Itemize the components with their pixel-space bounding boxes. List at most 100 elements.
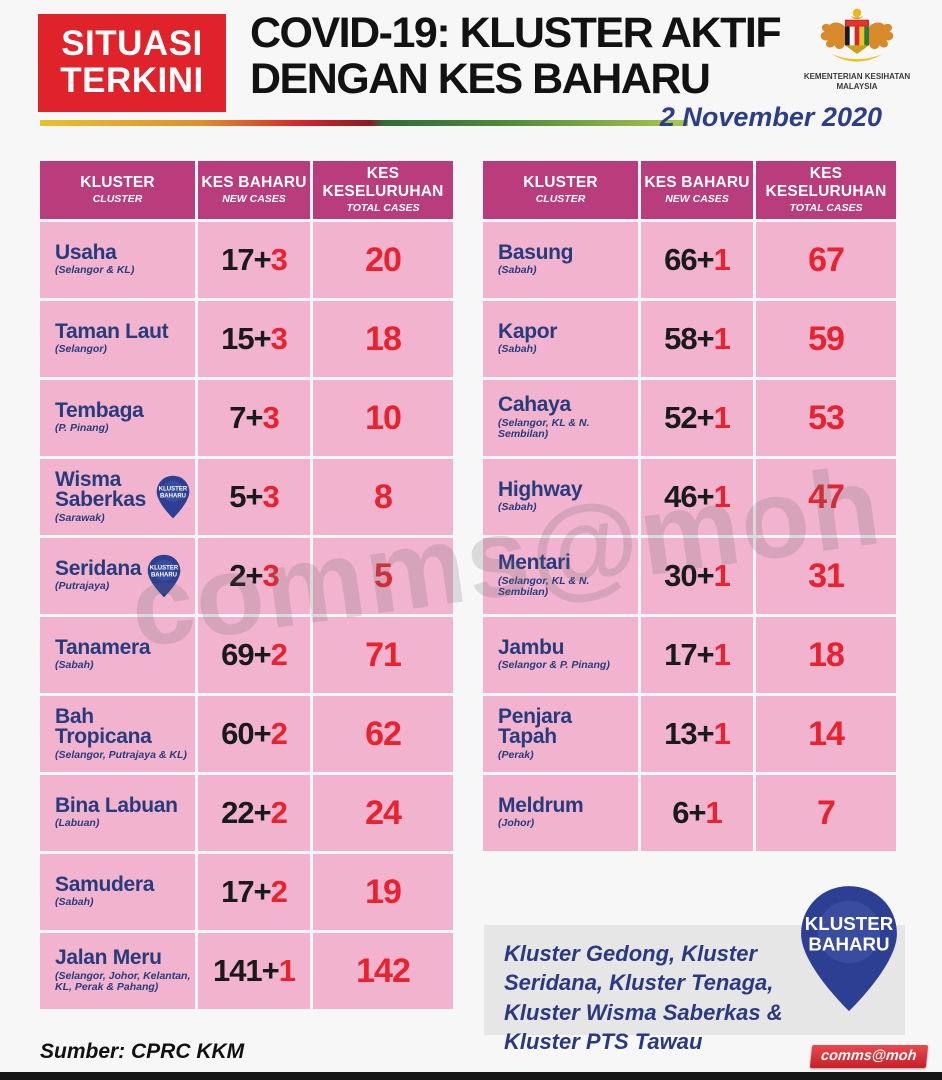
column-header-kes-baharu: KES BAHARU NEW CASES	[641, 161, 753, 219]
new-cases-value: 1	[713, 400, 731, 435]
previous-cases-value: 15+	[221, 321, 272, 356]
new-cases-cell: 5+3	[198, 459, 310, 535]
cluster-location: (Selangor)	[55, 343, 107, 356]
column-header-kes-keseluruhan: KES KESELURUHAN TOTAL CASES	[756, 161, 896, 219]
new-cases-value: 1	[713, 479, 731, 514]
svg-text:KLUSTER: KLUSTER	[159, 487, 188, 493]
new-cases-value: 1	[713, 558, 731, 593]
cluster-row: Cahaya (Selangor, KL & N. Sembilan) 52+1 53	[483, 380, 896, 456]
new-cases-value: 1	[713, 716, 731, 751]
total-cases-cell: 14	[756, 696, 896, 772]
cluster-name: Highway	[498, 477, 583, 501]
cluster-location: (Johor)	[498, 817, 535, 830]
previous-cases-value: 60+	[221, 716, 272, 751]
cluster-cell: Wisma Saberkas (Sarawak) KLUSTER BAHARU	[40, 459, 195, 535]
total-cases-cell: 24	[313, 775, 453, 851]
cluster-row: Usaha (Selangor & KL) 17+3 20	[40, 222, 453, 298]
malaysia-coat-of-arms-icon	[820, 8, 894, 62]
cluster-cell: Jalan Meru (Selangor, Johor, Kelantan, KL…	[40, 933, 195, 1009]
column-header-kes-keseluruhan: KES KESELURUHAN TOTAL CASES	[313, 161, 453, 219]
cluster-name: Seridana	[55, 556, 142, 580]
total-cases-cell: 53	[756, 380, 896, 456]
total-cases-cell: 18	[313, 301, 453, 377]
cluster-cell: Tembaga (P. Pinang)	[40, 380, 195, 456]
cluster-cell: Jambu (Selangor & P. Pinang)	[483, 617, 638, 693]
total-cases-cell: 71	[313, 617, 453, 693]
cluster-row: Jalan Meru (Selangor, Johor, Kelantan, KL…	[40, 933, 453, 1009]
page-title-line1: COVID-19: KLUSTER AKTIF	[250, 9, 782, 57]
cluster-row: Kapor (Sabah) 58+1 59	[483, 301, 896, 377]
cluster-location: (Sabah)	[498, 343, 537, 356]
cluster-cell: Bah Tropicana (Selangor, Putrajaya & KL)	[40, 696, 195, 772]
cluster-location: (P. Pinang)	[55, 422, 109, 435]
cluster-cell: Penjara Tapah (Perak)	[483, 696, 638, 772]
previous-cases-value: 66+	[664, 242, 715, 277]
new-cases-cell: 66+1	[641, 222, 753, 298]
total-cases-cell: 8	[313, 459, 453, 535]
new-cases-value: 3	[262, 479, 280, 514]
total-cases-cell: 5	[313, 538, 453, 614]
total-cases-cell: 7	[756, 775, 896, 851]
previous-cases-value: 5+	[229, 479, 263, 514]
cluster-location: (Putrajaya)	[55, 580, 110, 593]
source-label: Sumber: CPRC KKM	[40, 1040, 245, 1063]
new-cases-value: 2	[270, 795, 288, 830]
cluster-row: Taman Laut (Selangor) 15+3 18	[40, 301, 453, 377]
new-cases-cell: 13+1	[641, 696, 753, 772]
total-cases-cell: 67	[756, 222, 896, 298]
new-cases-cell: 52+1	[641, 380, 753, 456]
cluster-name: Samudera	[55, 872, 155, 896]
cluster-location: (Sabah)	[498, 264, 537, 277]
cluster-row: Tembaga (P. Pinang) 7+3 10	[40, 380, 453, 456]
cluster-cell: Kapor (Sabah)	[483, 301, 638, 377]
new-cases-cell: 46+1	[641, 459, 753, 535]
cluster-name: Penjara Tapah	[498, 704, 572, 749]
svg-text:BAHARU: BAHARU	[151, 573, 177, 579]
new-cases-value: 1	[713, 242, 731, 277]
new-cases-value: 3	[262, 558, 280, 593]
cluster-row: Wisma Saberkas (Sarawak) KLUSTER BAHARU 5+3 8	[40, 459, 453, 535]
cluster-location: (Selangor, KL & N. Sembilan)	[498, 416, 590, 441]
total-cases-cell: 62	[313, 696, 453, 772]
cluster-name: Tanamera	[55, 635, 151, 659]
cluster-table-left: KLUSTER CLUSTER KES BAHARU NEW CASES KES…	[37, 158, 456, 1012]
total-cases-cell: 10	[313, 380, 453, 456]
cluster-row: Meldrum (Johor) 6+1 7	[483, 775, 896, 851]
cluster-name: Meldrum	[498, 793, 584, 817]
situasi-line2: TERKINI	[60, 61, 204, 100]
total-cases-cell: 47	[756, 459, 896, 535]
cluster-cell: Highway (Sabah)	[483, 459, 638, 535]
cluster-location: (Sabah)	[55, 659, 94, 672]
cluster-row: Jambu (Selangor & P. Pinang) 17+1 18	[483, 617, 896, 693]
comms-moh-badge: comms@moh	[810, 1045, 929, 1068]
cluster-row: Basung (Sabah) 66+1 67	[483, 222, 896, 298]
column-header-kluster: KLUSTER CLUSTER	[483, 161, 638, 219]
new-cases-cell: 17+1	[641, 617, 753, 693]
new-cases-cell: 69+2	[198, 617, 310, 693]
cluster-row: Highway (Sabah) 46+1 47	[483, 459, 896, 535]
cluster-location: (Labuan)	[55, 817, 100, 830]
svg-text:BAHARU: BAHARU	[160, 494, 186, 500]
previous-cases-value: 7+	[229, 400, 263, 435]
previous-cases-value: 46+	[664, 479, 715, 514]
cluster-name: Mentari	[498, 550, 571, 574]
cluster-cell: Taman Laut (Selangor)	[40, 301, 195, 377]
new-cases-cell: 7+3	[198, 380, 310, 456]
previous-cases-value: 13+	[664, 716, 715, 751]
cluster-location: (Selangor & KL)	[55, 264, 135, 277]
new-cases-cell: 17+2	[198, 854, 310, 930]
cluster-row: Samudera (Sabah) 17+2 19	[40, 854, 453, 930]
cluster-row: Tanamera (Sabah) 69+2 71	[40, 617, 453, 693]
cluster-name: Tembaga	[55, 398, 144, 422]
cluster-name: Taman Laut	[55, 319, 169, 343]
cluster-name: Jambu	[498, 635, 565, 659]
new-cases-value: 2	[270, 637, 288, 672]
new-cases-value: 1	[705, 795, 723, 830]
cluster-cell: Meldrum (Johor)	[483, 775, 638, 851]
cluster-name: Usaha	[55, 240, 117, 264]
column-header-kluster: KLUSTER CLUSTER	[40, 161, 195, 219]
new-cases-cell: 22+2	[198, 775, 310, 851]
